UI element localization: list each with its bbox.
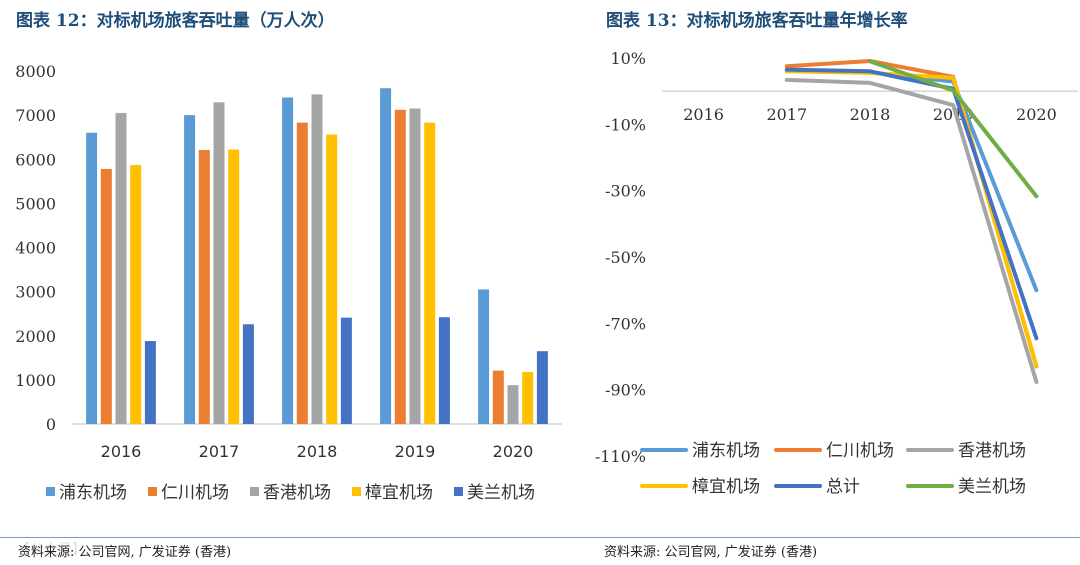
bar	[380, 88, 392, 425]
series-line	[784, 59, 1039, 369]
left-chart-title: 图表 12：对标机场旅客吞吐量（万人次）	[16, 11, 335, 31]
legend-swatch	[352, 487, 361, 496]
bar	[522, 371, 534, 424]
bar	[492, 370, 504, 424]
y-tick-label: -50%	[605, 248, 646, 267]
legend-label: 香港机场	[263, 483, 331, 503]
bar	[394, 109, 406, 424]
y-tick-label: 1000	[15, 371, 56, 390]
legend-label: 美兰机场	[467, 483, 535, 503]
x-tick-label: 2020	[493, 442, 534, 461]
y-tick-label: 10%	[610, 49, 646, 68]
y-tick-label: 3000	[15, 283, 56, 302]
bar	[296, 122, 308, 424]
legend-label: 樟宜机场	[692, 477, 760, 497]
right-source-note: 资料来源: 公司官网, 广发证券 (香港)	[604, 545, 818, 560]
footer-divider	[0, 537, 1080, 538]
legend-label: 樟宜机场	[365, 483, 433, 503]
y-tick-label: 8000	[15, 62, 56, 81]
y-tick-label: -70%	[605, 314, 646, 333]
left-source-note: 资料来源: 公司官网, 广发证券 (香港)	[18, 545, 232, 560]
bar	[409, 108, 421, 424]
bar	[242, 324, 254, 424]
x-tick-label: 2017	[766, 105, 807, 124]
bar	[130, 164, 142, 424]
legend-swatch	[148, 487, 157, 496]
bar-chart: 0 1000 2000 3000 4000 5000 6000 7000 8000 2016 201…	[15, 62, 562, 503]
y-tick-label: -30%	[605, 182, 646, 201]
legend-label: 浦东机场	[59, 483, 127, 503]
bar	[536, 351, 548, 424]
y-tick-label: -10%	[605, 115, 646, 134]
legend-swatch	[250, 487, 259, 496]
legend-label: 仁川机场	[826, 441, 894, 461]
series-line	[784, 69, 1039, 368]
bar	[311, 94, 323, 424]
legend-label: 仁川机场	[161, 483, 229, 503]
x-tick-label: 2018	[850, 105, 891, 124]
bar	[144, 341, 156, 424]
watermark: 【公众号】	[16, 542, 86, 558]
y-tick-label: 4000	[15, 239, 56, 258]
bar	[184, 115, 196, 424]
y-tick-label: 2000	[15, 327, 56, 346]
x-tick-label: 2019	[395, 442, 436, 461]
series-line	[784, 77, 1039, 384]
legend-swatch	[454, 487, 463, 496]
legend-label: 浦东机场	[692, 441, 760, 461]
bar	[213, 102, 225, 425]
line-chart: 10% -10% -30% -50% -70% -90% -110% 2016 2017 2018…	[595, 49, 1078, 497]
y-tick-label: 6000	[15, 150, 56, 169]
y-tick-label: 7000	[15, 106, 56, 125]
bar	[478, 289, 490, 424]
bar	[326, 134, 338, 425]
bar	[507, 385, 519, 424]
legend-label: 香港机场	[958, 441, 1026, 461]
bar	[198, 149, 210, 424]
bar	[100, 168, 112, 424]
x-tick-label: 2017	[199, 442, 240, 461]
x-tick-label: 2018	[297, 442, 338, 461]
legend-swatch	[46, 487, 55, 496]
x-tick-label: 2016	[101, 442, 142, 461]
y-tick-label: 5000	[15, 194, 56, 213]
bar	[86, 132, 98, 424]
right-chart-title: 图表 13：对标机场旅客吞吐量年增长率	[606, 11, 908, 31]
bar	[340, 317, 352, 424]
x-tick-label: 2020	[1016, 105, 1057, 124]
y-tick-label: 0	[46, 415, 56, 434]
series-line	[784, 67, 1039, 341]
y-tick-label: -90%	[605, 381, 646, 400]
legend-label: 美兰机场	[958, 477, 1026, 497]
x-tick-label: 2016	[683, 105, 724, 124]
y-tick-label: -110%	[595, 447, 646, 466]
bar	[228, 149, 240, 425]
bar	[282, 97, 294, 424]
legend-label: 总计	[826, 477, 860, 497]
bar	[424, 122, 436, 424]
bar	[438, 317, 450, 424]
series-line	[868, 59, 1039, 199]
bar	[115, 112, 127, 424]
